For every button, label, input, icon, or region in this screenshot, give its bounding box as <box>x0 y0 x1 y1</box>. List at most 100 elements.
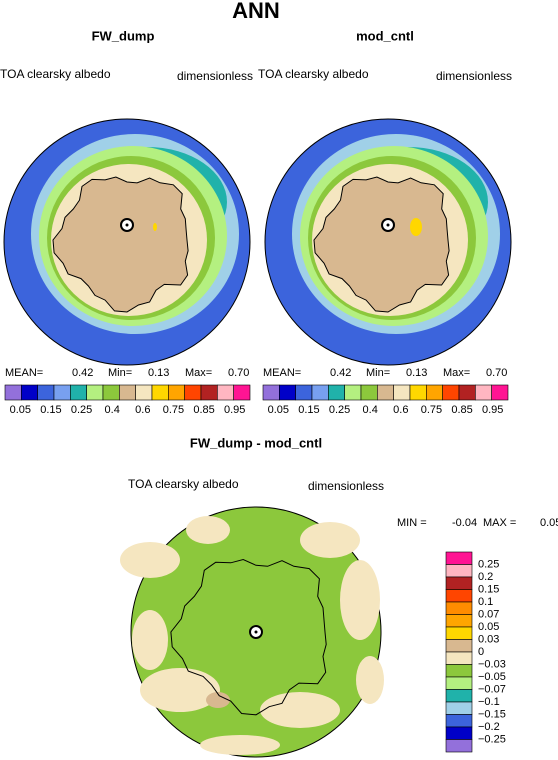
colorbar-swatch <box>445 664 473 678</box>
colorbar-swatch <box>445 739 473 753</box>
stat-value: 0.42 <box>72 367 93 379</box>
colorbar-swatch <box>70 384 87 401</box>
colorbar-label: 0.2 <box>478 571 493 583</box>
colorbar-swatch <box>53 384 71 401</box>
colorbar-swatch <box>491 384 509 401</box>
colorbar-swatch <box>200 384 218 401</box>
colorbar-swatch <box>135 384 153 401</box>
panel-title: FW_dump - mod_cntl <box>190 435 322 450</box>
map-region <box>260 692 340 728</box>
units-label: dimensionless <box>308 479 384 493</box>
colorbar-swatch <box>21 384 38 401</box>
map-region <box>140 668 220 712</box>
colorbar-swatch <box>151 384 169 401</box>
polar-map <box>264 118 512 366</box>
colorbar-label: −0.07 <box>478 683 506 695</box>
colorbar-label: 0 <box>478 646 484 658</box>
colorbar-swatch <box>445 564 473 578</box>
colorbar-swatch <box>445 701 473 715</box>
colorbar-swatch <box>311 384 329 401</box>
colorbar-swatch <box>458 384 476 401</box>
colorbar-swatch <box>445 551 473 565</box>
variable-label: TOA clearsky albedo <box>128 477 239 491</box>
pole-marker <box>386 223 390 227</box>
stat-label: Min= <box>108 367 132 379</box>
figure-title: ANN <box>232 0 280 23</box>
stat-label: Max= <box>443 367 470 379</box>
map-region <box>300 522 360 558</box>
units-label: dimensionless <box>436 69 512 83</box>
stat-label: MIN = <box>397 517 427 529</box>
colorbar-label: 0.05 <box>10 404 31 416</box>
colorbar-swatch <box>119 384 136 401</box>
colorbar-swatch <box>217 384 234 401</box>
panel-title: FW_dump <box>92 28 155 43</box>
colorbar-label: 0.6 <box>393 404 408 416</box>
stat-value: 0.13 <box>148 367 169 379</box>
map-region <box>356 656 384 704</box>
stat-value: 0.70 <box>228 367 249 379</box>
colorbar-label: −0.15 <box>478 708 506 720</box>
colorbar-swatch <box>445 689 473 703</box>
colorbar-swatch <box>37 384 55 401</box>
stat-value: 0.42 <box>330 367 351 379</box>
colorbar-label: 0.1 <box>478 596 493 608</box>
colorbar-label: 0.4 <box>105 404 120 416</box>
colorbar-swatch <box>445 589 473 603</box>
stat-label: MAX = <box>483 517 516 529</box>
pole-marker <box>254 630 258 634</box>
colorbar-label: −0.1 <box>478 696 500 708</box>
map-region <box>313 176 450 313</box>
colorbar-label: 0.15 <box>298 404 319 416</box>
colorbar-swatch <box>102 384 120 401</box>
colorbar-label: −0.03 <box>478 658 506 670</box>
polar-map <box>3 118 251 366</box>
colorbar-label: 0.05 <box>478 621 499 633</box>
map-region <box>410 218 422 236</box>
panel-title: mod_cntl <box>356 28 414 43</box>
colorbar-label: 0.15 <box>478 583 499 595</box>
colorbar-label: 0.15 <box>40 404 61 416</box>
units-label: dimensionless <box>177 69 253 83</box>
colorbar-swatch <box>445 726 473 740</box>
colorbar-swatch <box>445 639 473 653</box>
colorbar-swatch <box>445 601 473 615</box>
colorbar-label: 0.85 <box>193 404 214 416</box>
map-region <box>200 735 280 755</box>
map-region <box>52 176 189 313</box>
colorbar-label: 0.95 <box>482 404 503 416</box>
stat-value: 0.13 <box>406 367 427 379</box>
variable-label: TOA clearsky albedo <box>0 67 111 81</box>
colorbar-label: 0.6 <box>135 404 150 416</box>
colorbar-swatch <box>445 614 473 628</box>
map-region <box>186 516 230 544</box>
colorbar-label: 0.25 <box>329 404 350 416</box>
colorbar-swatch <box>445 626 473 640</box>
variable-label: TOA clearsky albedo <box>258 67 369 81</box>
colorbar-swatch <box>360 384 378 401</box>
colorbar-swatch <box>426 384 443 401</box>
colorbar-label: 0.25 <box>71 404 92 416</box>
colorbar-label: 0.75 <box>163 404 184 416</box>
colorbar-swatch <box>279 384 296 401</box>
colorbar-swatch <box>393 384 411 401</box>
pole-marker <box>125 223 129 227</box>
map-region <box>340 560 380 640</box>
colorbar-label: 0.4 <box>363 404 378 416</box>
colorbar-swatch <box>295 384 313 401</box>
stat-label: Max= <box>185 367 212 379</box>
colorbar-swatch <box>475 384 492 401</box>
map-region <box>120 542 180 578</box>
polar-map <box>120 506 384 758</box>
colorbar-label: 0.95 <box>224 404 245 416</box>
colorbar-label: 0.05 <box>268 404 289 416</box>
colorbar-swatch <box>445 676 473 690</box>
colorbar-swatch <box>344 384 362 401</box>
stat-value: -0.04 <box>452 517 477 529</box>
stat-label: MEAN= <box>263 367 301 379</box>
colorbar-swatch <box>233 384 251 401</box>
colorbar-label: −0.2 <box>478 721 500 733</box>
stat-label: MEAN= <box>5 367 43 379</box>
colorbar-label: −0.25 <box>478 733 506 745</box>
